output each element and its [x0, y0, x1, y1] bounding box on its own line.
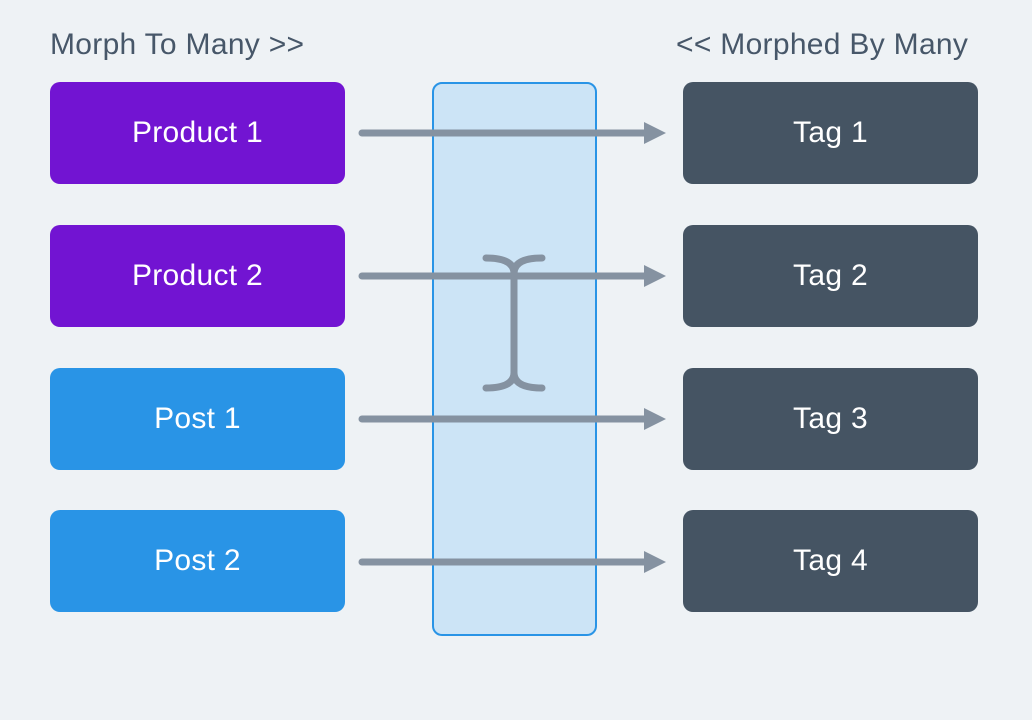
source-box-product-2: Product 2: [50, 225, 345, 327]
heading-left: Morph To Many >>: [50, 28, 304, 62]
pivot-column: [432, 82, 597, 636]
source-box-post-1: Post 1: [50, 368, 345, 470]
heading-right: << Morphed By Many: [676, 28, 968, 62]
source-box-product-1: Product 1: [50, 82, 345, 184]
source-box-post-2: Post 2: [50, 510, 345, 612]
target-box-tag-4: Tag 4: [683, 510, 978, 612]
target-box-tag-3: Tag 3: [683, 368, 978, 470]
target-box-tag-2: Tag 2: [683, 225, 978, 327]
target-box-tag-1: Tag 1: [683, 82, 978, 184]
